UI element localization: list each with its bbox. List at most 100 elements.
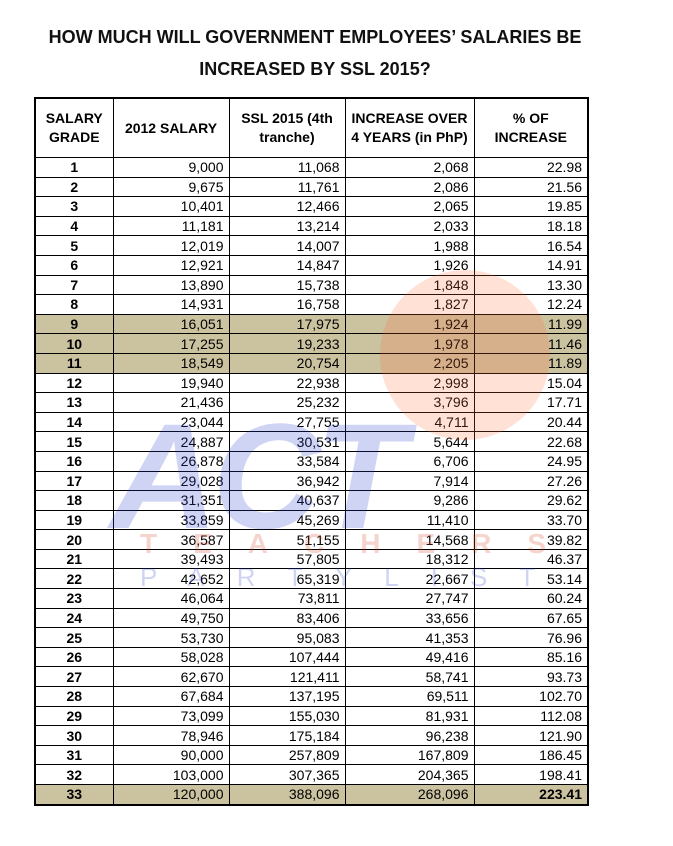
grade-cell: 4: [34, 215, 114, 237]
value-cell: 21,436: [112, 392, 230, 413]
value-cell: 175,184: [228, 725, 346, 746]
value-cell: 29.62: [473, 490, 589, 511]
grade-cell: 30: [34, 725, 114, 746]
value-cell: 121,411: [228, 666, 346, 688]
value-cell: 112.08: [473, 705, 589, 727]
value-cell: 73,811: [228, 588, 346, 609]
table-row: 30 78,946 175,184 96,238 121.90: [34, 725, 589, 746]
value-cell: 11.46: [473, 333, 589, 354]
value-cell: 15,738: [228, 274, 346, 296]
table-row: 3 10,401 12,466 2,065 19.85: [34, 196, 589, 217]
value-cell: 27.26: [473, 470, 589, 492]
value-cell: 33.70: [473, 509, 589, 531]
value-cell: 2,205: [344, 352, 475, 374]
grade-cell: 9: [34, 313, 114, 335]
grade-cell: 1: [34, 157, 114, 178]
value-cell: 7,914: [344, 470, 475, 492]
value-cell: 26,878: [112, 450, 230, 472]
value-cell: 257,809: [228, 744, 346, 766]
value-cell: 18,312: [344, 548, 475, 570]
value-cell: 186.45: [473, 744, 589, 766]
value-cell: 30,531: [228, 431, 346, 452]
grade-cell: 12: [34, 372, 114, 394]
value-cell: 40,637: [228, 490, 346, 511]
grade-cell: 26: [34, 646, 114, 668]
value-cell: 76.96: [473, 627, 589, 648]
value-cell: 103,000: [112, 764, 230, 785]
grade-cell: 22: [34, 568, 114, 590]
value-cell: 14,007: [228, 235, 346, 256]
grade-cell: 2: [34, 176, 114, 198]
value-cell: 24.95: [473, 450, 589, 472]
value-cell: 120,000: [112, 783, 230, 806]
table-row: 22 42,652 65,319 22,667 53.14: [34, 568, 589, 590]
value-cell: 85.16: [473, 646, 589, 668]
header-row: SALARY GRADE 2012 SALARY SSL 2015 (4th tra…: [34, 97, 589, 158]
value-cell: 11,181: [112, 215, 230, 237]
table-row: 5 12,019 14,007 1,988 16.54: [34, 235, 589, 256]
value-cell: 19,940: [112, 372, 230, 394]
value-cell: 22,938: [228, 372, 346, 394]
value-cell: 18,549: [112, 352, 230, 374]
table-row: 29 73,099 155,030 81,931 112.08: [34, 705, 589, 727]
grade-cell: 23: [34, 588, 114, 609]
value-cell: 20,754: [228, 352, 346, 374]
grade-cell: 19: [34, 509, 114, 531]
grade-cell: 18: [34, 490, 114, 511]
table-row: 23 46,064 73,811 27,747 60.24: [34, 588, 589, 609]
value-cell: 167,809: [344, 744, 475, 766]
value-cell: 1,924: [344, 313, 475, 335]
value-cell: 73,099: [112, 705, 230, 727]
value-cell: 2,068: [344, 157, 475, 178]
table-row: 1 9,000 11,068 2,068 22.98: [34, 157, 589, 178]
value-cell: 25,232: [228, 392, 346, 413]
value-cell: 78,946: [112, 725, 230, 746]
value-cell: 10,401: [112, 196, 230, 217]
table-row: 26 58,028 107,444 49,416 85.16: [34, 646, 589, 668]
table-row: 24 49,750 83,406 33,656 67.65: [34, 607, 589, 629]
value-cell: 13,214: [228, 215, 346, 237]
grade-cell: 20: [34, 529, 114, 550]
value-cell: 11.99: [473, 313, 589, 335]
value-cell: 19.85: [473, 196, 589, 217]
value-cell: 121.90: [473, 725, 589, 746]
value-cell: 11,761: [228, 176, 346, 198]
value-cell: 16,758: [228, 294, 346, 315]
value-cell: 107,444: [228, 646, 346, 668]
value-cell: 21.56: [473, 176, 589, 198]
value-cell: 12,019: [112, 235, 230, 256]
value-cell: 36,587: [112, 529, 230, 550]
table-row: 32 103,000 307,365 204,365 198.41: [34, 764, 589, 785]
table-row: 18 31,351 40,637 9,286 29.62: [34, 490, 589, 511]
table-row: 2 9,675 11,761 2,086 21.56: [34, 176, 589, 198]
value-cell: 58,028: [112, 646, 230, 668]
value-cell: 33,584: [228, 450, 346, 472]
watermark-circle: [380, 270, 550, 440]
value-cell: 49,416: [344, 646, 475, 668]
value-cell: 17,975: [228, 313, 346, 335]
header-cell: INCREASE OVER 4 YEARS (in PhP): [344, 97, 475, 158]
value-cell: 93.73: [473, 666, 589, 688]
value-cell: 16.54: [473, 235, 589, 256]
value-cell: 58,741: [344, 666, 475, 688]
grade-cell: 21: [34, 548, 114, 570]
grade-cell: 3: [34, 196, 114, 217]
value-cell: 36,942: [228, 470, 346, 492]
value-cell: 388,096: [228, 783, 346, 806]
value-cell: 46.37: [473, 548, 589, 570]
grade-cell: 5: [34, 235, 114, 256]
table-row: 33 120,000 388,096 268,096 223.41: [34, 783, 589, 806]
value-cell: 22.98: [473, 157, 589, 178]
grade-cell: 33: [34, 783, 114, 806]
value-cell: 19,233: [228, 333, 346, 354]
value-cell: 17.71: [473, 392, 589, 413]
value-cell: 16,051: [112, 313, 230, 335]
value-cell: 42,652: [112, 568, 230, 590]
value-cell: 39,493: [112, 548, 230, 570]
table-row: 21 39,493 57,805 18,312 46.37: [34, 548, 589, 570]
grade-cell: 32: [34, 764, 114, 785]
value-cell: 45,269: [228, 509, 346, 531]
value-cell: 12,466: [228, 196, 346, 217]
value-cell: 14,847: [228, 254, 346, 276]
grade-cell: 31: [34, 744, 114, 766]
